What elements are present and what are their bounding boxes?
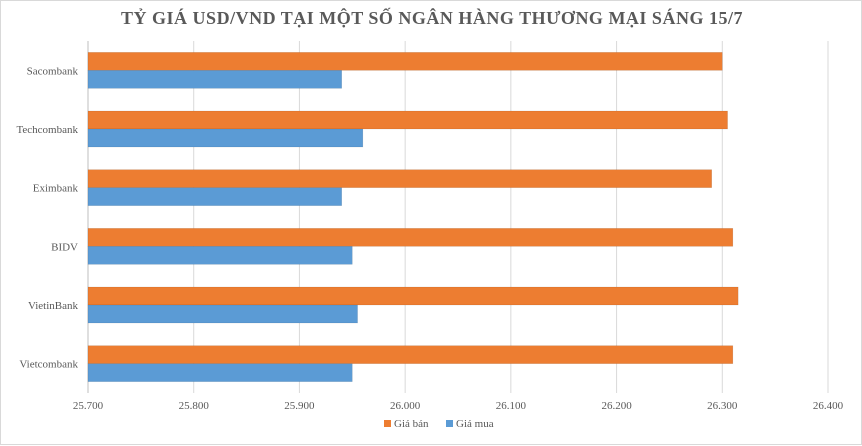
bar-gia-ban (87, 228, 734, 247)
category-label: Vietcombank (19, 359, 78, 371)
x-tick-label: 26.200 (601, 400, 632, 412)
bar-gia-mua (87, 70, 342, 89)
legend-swatch (446, 420, 453, 427)
x-tick-label: 26.300 (707, 400, 738, 412)
legend-label: Giá mua (456, 418, 494, 430)
bar-gia-mua (87, 246, 353, 265)
x-tick-label: 25.700 (73, 400, 104, 412)
legend-swatch (384, 420, 391, 427)
bar-gia-ban (87, 169, 712, 188)
category-label: BIDV (51, 241, 78, 253)
x-tick-label: 25.800 (179, 400, 210, 412)
category-label: VietinBank (28, 300, 79, 312)
bar-gia-mua (87, 187, 342, 206)
category-label: Eximbank (33, 183, 79, 195)
bar-gia-ban (87, 345, 734, 364)
category-label: Techcombank (16, 124, 78, 136)
chart-title: TỶ GIÁ USD/VND TẠI MỘT SỐ NGÂN HÀNG THƯƠ… (121, 8, 743, 28)
x-tick-label: 26.000 (390, 400, 421, 412)
x-tick-label: 25.900 (284, 400, 315, 412)
bar-gia-mua (87, 128, 364, 148)
bar-gia-mua (87, 304, 358, 324)
legend-label: Giá bán (394, 418, 429, 430)
bar-gia-ban (87, 110, 728, 130)
category-label: Sacombank (27, 65, 79, 77)
bar-gia-ban (87, 52, 723, 71)
bar-gia-mua (87, 363, 353, 382)
bar-gia-ban (87, 286, 739, 306)
x-tick-label: 26.400 (813, 400, 844, 412)
x-tick-label: 26.100 (496, 400, 527, 412)
